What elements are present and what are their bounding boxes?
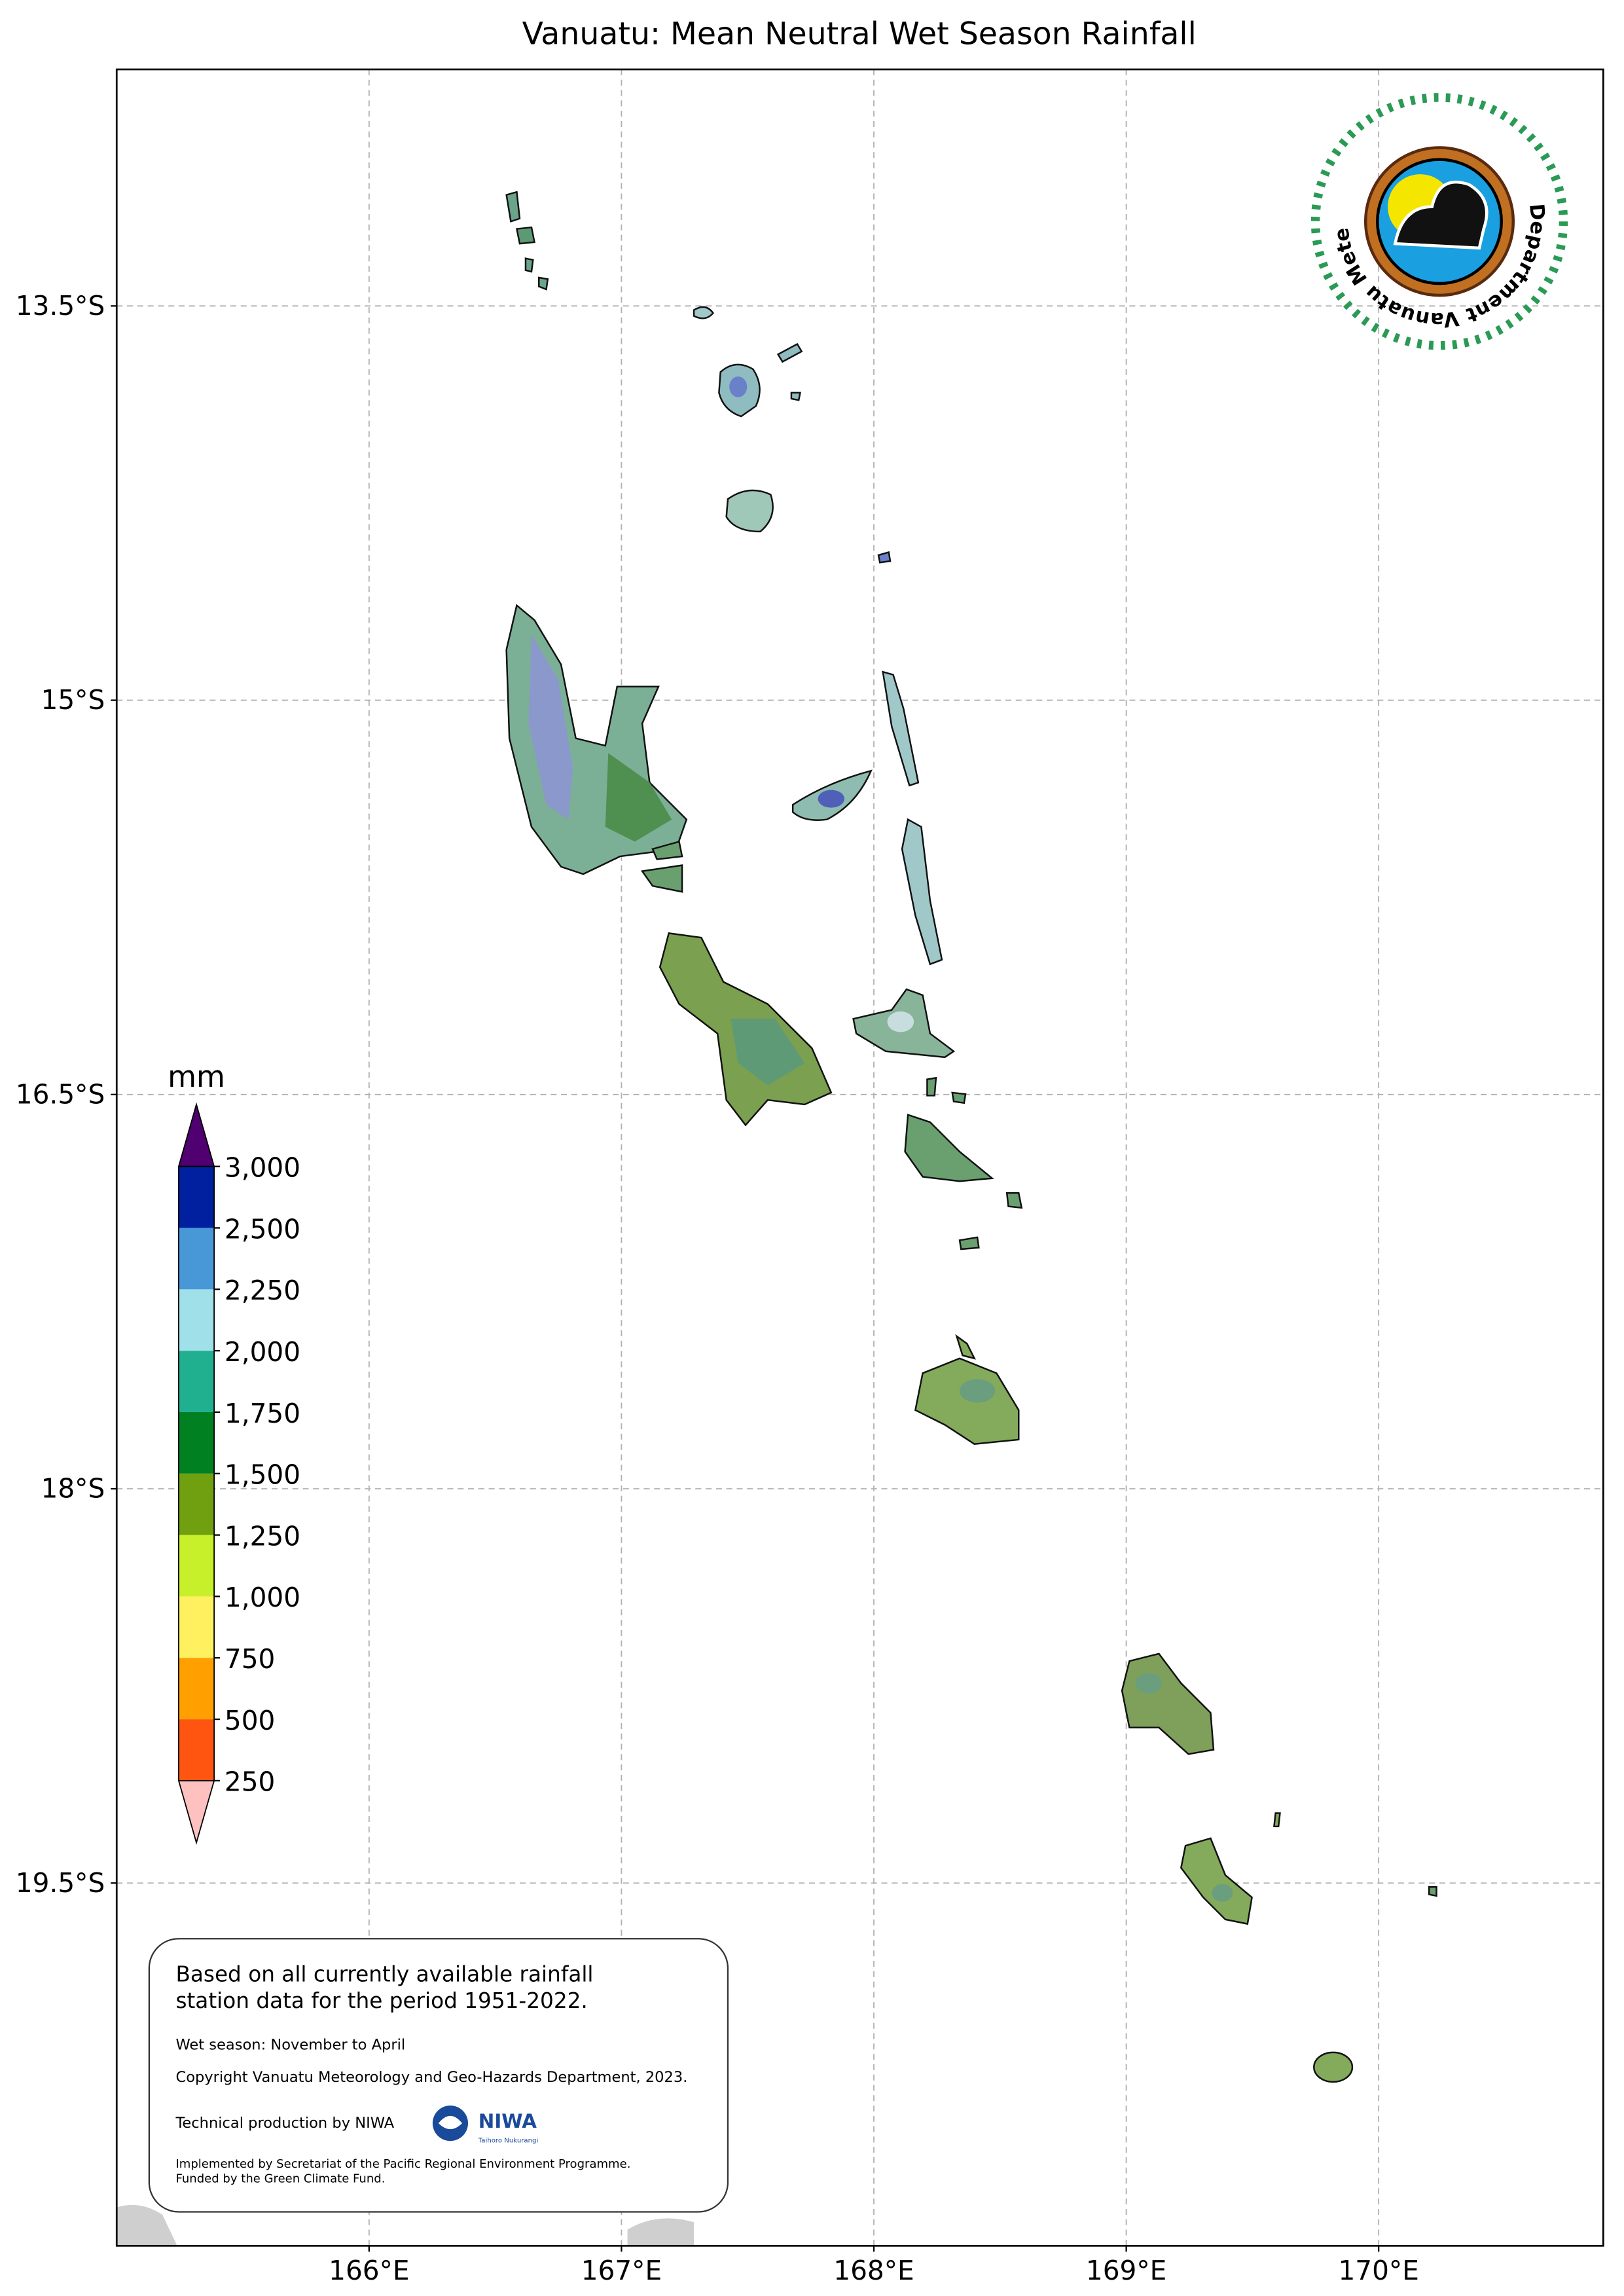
colorbar-band (178, 1719, 215, 1781)
island (958, 1236, 980, 1250)
x-tick-label: 170°E (1338, 2255, 1418, 2286)
island (725, 489, 774, 533)
note-production: Technical production by NIWA (175, 2115, 394, 2132)
island-peak (818, 790, 845, 808)
note-season: Wet season: November to April (175, 2036, 405, 2053)
island-highland (1212, 1884, 1233, 1902)
land (117, 191, 1437, 2246)
niwa-emblem-wave (438, 2115, 462, 2130)
colorbar-band (178, 1658, 215, 1720)
colorbar-tick-label: 1,250 (225, 1520, 300, 1552)
island (914, 1357, 1020, 1445)
x-tick-label: 169°E (1086, 2255, 1166, 2286)
island (776, 342, 803, 363)
y-tick-label: 16.5°S (16, 1078, 105, 1110)
logo-cloud (1393, 180, 1489, 250)
neighbour-land (627, 2218, 695, 2246)
island (1273, 1812, 1281, 1828)
colorbar-tick-label: 250 (225, 1766, 275, 1798)
island (955, 1334, 976, 1360)
colorbar-tick-label: 750 (225, 1643, 275, 1675)
y-tick-label: 19.5°S (16, 1867, 105, 1899)
colorbar-band (178, 1412, 215, 1474)
x-tick-label: 166°E (329, 2255, 409, 2286)
notes-frame (148, 1938, 729, 2213)
island (1180, 1837, 1253, 1925)
island (651, 840, 683, 860)
note-funding: Implemented by Secretariat of the Pacifi… (175, 2157, 630, 2171)
colorbar-band (178, 1166, 215, 1228)
y-tick-label: 18°S (41, 1473, 105, 1504)
colorbar-tick-label: 2,000 (225, 1336, 300, 1368)
colorbar-tick-label: 1,000 (225, 1582, 300, 1613)
island (882, 670, 920, 787)
island (877, 551, 892, 564)
island-lowland (605, 753, 672, 842)
island (524, 257, 534, 273)
colorbar-band (178, 1289, 215, 1351)
notes-box: Based on all currently available rainfal… (148, 1938, 729, 2213)
island (538, 276, 549, 291)
island-highland (528, 634, 573, 820)
colorbar-band (178, 1535, 215, 1597)
y-tick-label: 15°S (41, 684, 105, 716)
note-main: station data for the period 1951-2022. (175, 1988, 587, 2013)
island (1005, 1192, 1023, 1209)
island (505, 191, 521, 223)
colorbar-tick-label: 500 (225, 1705, 275, 1736)
island (901, 818, 943, 966)
island (790, 392, 801, 401)
colorbar: 250 500 750 1,000 1,250 1,500 1,750 2,000 2,250 2… (177, 1102, 300, 1845)
colorbar-tick-label: 2,250 (225, 1275, 300, 1306)
island (515, 226, 535, 245)
colorbar-label: mm (168, 1059, 225, 1094)
island-highland (960, 1379, 996, 1403)
island (1428, 1886, 1437, 1897)
island (1313, 2051, 1354, 2083)
island-highland (1135, 1673, 1163, 1694)
niwa-tagline: Taihoro Nukurangi (478, 2137, 538, 2144)
colorbar-band (178, 1473, 215, 1535)
note-copyright: Copyright Vanuatu Meteorology and Geo-Ha… (175, 2069, 687, 2086)
colorbar-tick-label: 3,000 (225, 1152, 300, 1183)
island (926, 1076, 937, 1097)
island (693, 306, 714, 319)
island-peak (729, 376, 748, 397)
colorbar-band (178, 1351, 215, 1412)
colorbar-tick-label: 2,500 (225, 1213, 300, 1245)
note-funding: Funded by the Green Climate Fund. (175, 2172, 385, 2185)
island-peak (887, 1011, 914, 1032)
niwa-name: NIWA (478, 2110, 537, 2132)
y-tick-label: 13.5°S (16, 290, 105, 321)
map-title: Vanuatu: Mean Neutral Wet Season Rainfal… (522, 16, 1197, 52)
colorbar-tick-label: 1,750 (225, 1398, 300, 1429)
note-main: Based on all currently available rainfal… (175, 1962, 593, 1987)
axis-ticks: 166°E 167°E 168°E 169°E 170°E 13.5°S 15°S 16.5°… (16, 290, 1419, 2286)
x-tick-label: 168°E (833, 2255, 914, 2286)
grid (117, 69, 1604, 2246)
colorbar-band (178, 1596, 215, 1658)
colorbar-tick-label: 1,500 (225, 1459, 300, 1491)
neighbour-land (117, 2204, 177, 2246)
map-frame (115, 68, 1604, 2247)
island (640, 864, 683, 893)
x-tick-label: 167°E (581, 2255, 662, 2286)
colorbar-band (178, 1228, 215, 1290)
logo-laurel (1310, 93, 1568, 350)
island (951, 1091, 967, 1104)
island (904, 1114, 994, 1182)
